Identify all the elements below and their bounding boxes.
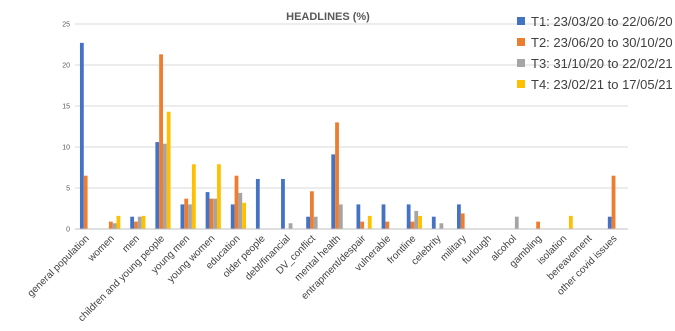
legend-swatch [517,80,525,88]
bar [288,223,293,229]
bar [188,204,192,229]
bar [611,175,616,229]
bar [568,215,573,229]
bar [536,221,541,229]
legend-swatch [517,17,525,25]
bar [313,216,318,229]
legend-label: T1: 23/03/20 to 22/06/20 [531,14,673,29]
bar [230,204,235,229]
bar [360,221,365,229]
legend-swatch [517,38,525,46]
bar [439,223,444,229]
bar [410,221,415,229]
y-tick-label: 5 [66,186,70,193]
bar [306,216,310,229]
bar [217,164,221,229]
bar [79,42,84,229]
bar [184,198,189,229]
bar [209,198,214,229]
bar [367,215,372,229]
y-tick-label: 25 [62,22,70,29]
legend-label: T4: 23/02/21 to 17/05/21 [531,77,673,92]
bar [238,192,243,229]
bar [414,210,419,229]
category-label: men [120,233,142,255]
bar [514,216,519,229]
bar [356,204,361,229]
bar [83,175,88,229]
y-axis-ticks: 0 5 10 15 20 25 [62,22,70,234]
bar [242,202,246,229]
bar [338,204,343,229]
bar [159,54,163,230]
bar [331,154,336,229]
chart-title: HEADLINES (%) [286,11,370,23]
legend: T1: 23/03/20 to 22/06/20 T2: 23/06/20 to … [517,14,673,92]
y-tick-label: 20 [62,63,70,70]
bar [234,175,239,229]
bar [460,213,465,229]
bar [134,221,138,229]
category-label: general population [26,233,92,299]
bar [155,142,160,229]
legend-label: T2: 23/06/20 to 30/10/20 [531,35,673,50]
bar [205,192,210,229]
bar [335,122,339,229]
y-tick-label: 0 [66,227,70,234]
bar [130,216,135,229]
bar [166,111,171,229]
y-tick-label: 10 [62,145,70,152]
bar [406,204,411,229]
bar [281,178,285,229]
bar [457,204,461,229]
bar [213,198,218,229]
bar [116,215,121,229]
bar [381,204,386,229]
bar [162,143,167,229]
bar [112,223,117,229]
bar [385,221,390,229]
bar [191,164,196,229]
bar [418,215,422,229]
legend-label: T3: 31/10/20 to 22/02/21 [531,56,673,71]
bar [309,191,314,229]
legend-swatch [517,59,525,67]
bar [137,216,142,229]
bar [108,221,113,229]
bar [431,216,436,229]
bar [607,216,612,229]
bars [79,42,616,230]
bar [255,178,260,229]
bar [141,215,146,229]
category-label: women [86,233,117,264]
bar [180,204,185,229]
y-tick-label: 15 [62,104,70,111]
